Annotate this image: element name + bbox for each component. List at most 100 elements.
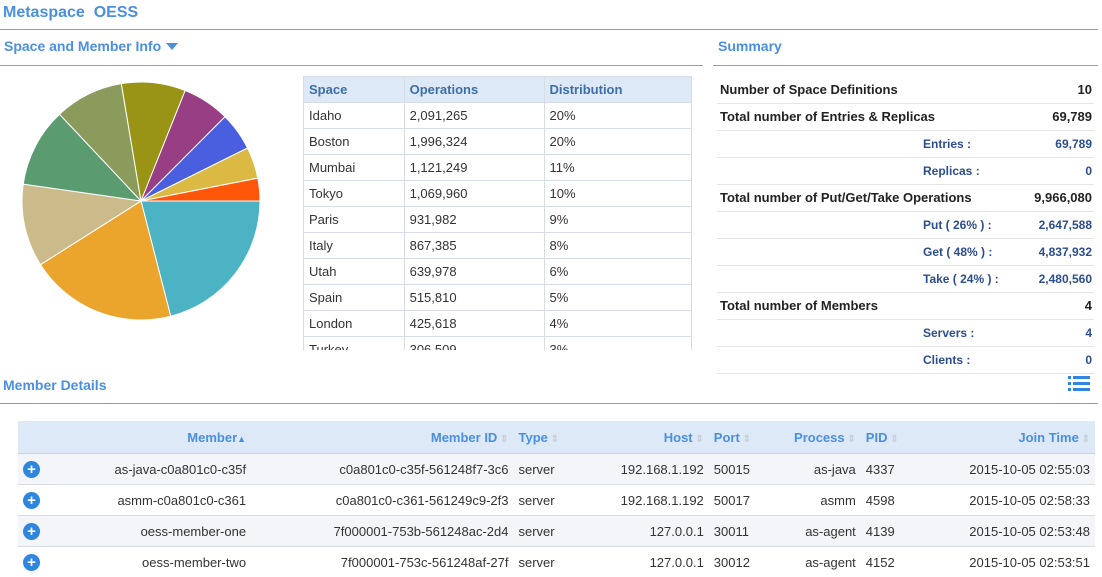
column-header[interactable]: Member ID [251, 421, 513, 454]
table-row: Mumbai1,121,24911% [304, 155, 692, 181]
column-header: Operations [404, 77, 544, 103]
distribution: 4% [544, 311, 692, 337]
summary-value: 2,647,588 [1039, 218, 1094, 232]
list-view-button[interactable] [1068, 375, 1090, 393]
column-header[interactable]: PID [861, 421, 915, 454]
table-row: Paris931,9829% [304, 207, 692, 233]
summary-label: Take ( 24% ) : [920, 272, 999, 286]
distribution: 20% [544, 129, 692, 155]
operations: 1,069,960 [404, 181, 544, 207]
divider [0, 65, 703, 66]
table-row: Utah639,9786% [304, 259, 692, 285]
member-cell: server [514, 485, 595, 516]
operations: 306,509 [404, 337, 544, 351]
expand-button[interactable]: + [23, 492, 40, 509]
header-row: SpaceOperationsDistribution [304, 77, 692, 103]
summary-row: Number of Space Definitions10 [717, 76, 1094, 104]
member-cell: 192.168.1.192 [594, 454, 709, 485]
space-name: Idaho [304, 103, 405, 129]
member-cell: 2015-10-05 02:53:48 [915, 516, 1095, 547]
member-row: +as-java-c0a801c0-c35fc0a801c0-c35f-5612… [18, 454, 1095, 485]
member-cell: as-java [770, 454, 861, 485]
app-title: Metaspace OESS [3, 4, 138, 22]
column-header[interactable]: Member [45, 421, 251, 454]
space-name: Turkey [304, 337, 405, 351]
summary-label: Total number of Members [717, 298, 878, 313]
column-header: Space [304, 77, 405, 103]
member-cell: server [514, 547, 595, 577]
member-cell: 4337 [861, 454, 915, 485]
summary-value: 0 [1085, 353, 1094, 367]
summary-title: Summary [718, 38, 782, 54]
member-cell: c0a801c0-c35f-561248f7-3c6 [251, 454, 513, 485]
summary-subrow: Clients : 0 [717, 346, 1094, 374]
distribution: 3% [544, 337, 692, 351]
expand-header [18, 421, 45, 454]
member-row: +oess-member-two7f000001-753c-561248af-2… [18, 547, 1095, 577]
distribution: 20% [544, 103, 692, 129]
distribution: 10% [544, 181, 692, 207]
space-table: SpaceOperationsDistributionIdaho2,091,26… [303, 76, 692, 350]
summary-value: 0 [1085, 164, 1094, 178]
member-cell: oess-member-one [45, 516, 251, 547]
summary-label: Put ( 26% ) : [920, 218, 992, 232]
member-cell: 127.0.0.1 [594, 516, 709, 547]
member-cell: 30012 [709, 547, 770, 577]
summary-subrow: Servers :4 [717, 319, 1094, 347]
column-header[interactable]: Type [514, 421, 595, 454]
distribution: 6% [544, 259, 692, 285]
member-cell: 2015-10-05 02:53:51 [915, 547, 1095, 577]
member-table: MemberMember IDTypeHostPortProcessPIDJoi… [18, 421, 1095, 577]
distribution: 8% [544, 233, 692, 259]
member-cell: 50017 [709, 485, 770, 516]
member-cell: server [514, 454, 595, 485]
summary-value: 4 [1085, 298, 1094, 313]
distribution: 5% [544, 285, 692, 311]
summary-label: Clients : [920, 353, 970, 367]
member-cell: 7f000001-753b-561248ac-2d4 [251, 516, 513, 547]
operations: 639,978 [404, 259, 544, 285]
column-header[interactable]: Host [594, 421, 709, 454]
table-row: London425,6184% [304, 311, 692, 337]
expand-cell: + [18, 485, 45, 516]
summary-value: 4 [1085, 326, 1094, 340]
table: SpaceOperationsDistributionIdaho2,091,26… [303, 76, 692, 350]
space-name: Boston [304, 129, 405, 155]
space-name: Tokyo [304, 181, 405, 207]
summary-row: Total number of Put/Get/Take Operations9… [717, 184, 1094, 212]
table-row: Turkey306,5093% [304, 337, 692, 351]
operations: 931,982 [404, 207, 544, 233]
operations: 1,121,249 [404, 155, 544, 181]
summary-value: 69,789 [1052, 109, 1094, 124]
column-header[interactable]: Process [770, 421, 861, 454]
summary-row: Total number of Members 4 [717, 292, 1094, 320]
expand-button[interactable]: + [23, 461, 40, 478]
member-row: + oess-member-one7f000001-753b-561248ac-2… [18, 516, 1095, 547]
member-cell: server [514, 516, 595, 547]
member-cell: c0a801c0-c361-561249c9-2f3 [251, 485, 513, 516]
summary-subrow: Entries :69,789 [717, 130, 1094, 158]
space-name: Paris [304, 207, 405, 233]
expand-button[interactable]: + [23, 523, 40, 540]
member-cell: 30011 [709, 516, 770, 547]
member-cell: 4139 [861, 516, 915, 547]
column-header[interactable]: Join Time [915, 421, 1095, 454]
table-row: Idaho2,091,26520% [304, 103, 692, 129]
summary-subrow: Take ( 24% ) :2,480,560 [717, 265, 1094, 293]
pie-chart [20, 80, 262, 322]
column-header[interactable]: Port [709, 421, 770, 454]
summary-subrow: Put ( 26% ) : 2,647,588 [717, 211, 1094, 239]
divider [0, 403, 1098, 404]
summary-subrow: Replicas :0 [717, 157, 1094, 185]
divider [713, 65, 1098, 66]
panel-title[interactable]: Space and Member Info [4, 38, 179, 54]
table-row: Boston1,996,32420% [304, 129, 692, 155]
summary-subrow: Get ( 48% ) :4,837,932 [717, 238, 1094, 266]
summary-row: Total number of Entries & Replicas69,789 [717, 103, 1094, 131]
table-row: Italy867,3858% [304, 233, 692, 259]
panel-title-text[interactable]: Space and Member Info [4, 38, 161, 54]
dropdown-icon[interactable] [165, 41, 179, 51]
operations: 425,618 [404, 311, 544, 337]
space-name: Spain [304, 285, 405, 311]
expand-button[interactable]: + [23, 554, 40, 571]
